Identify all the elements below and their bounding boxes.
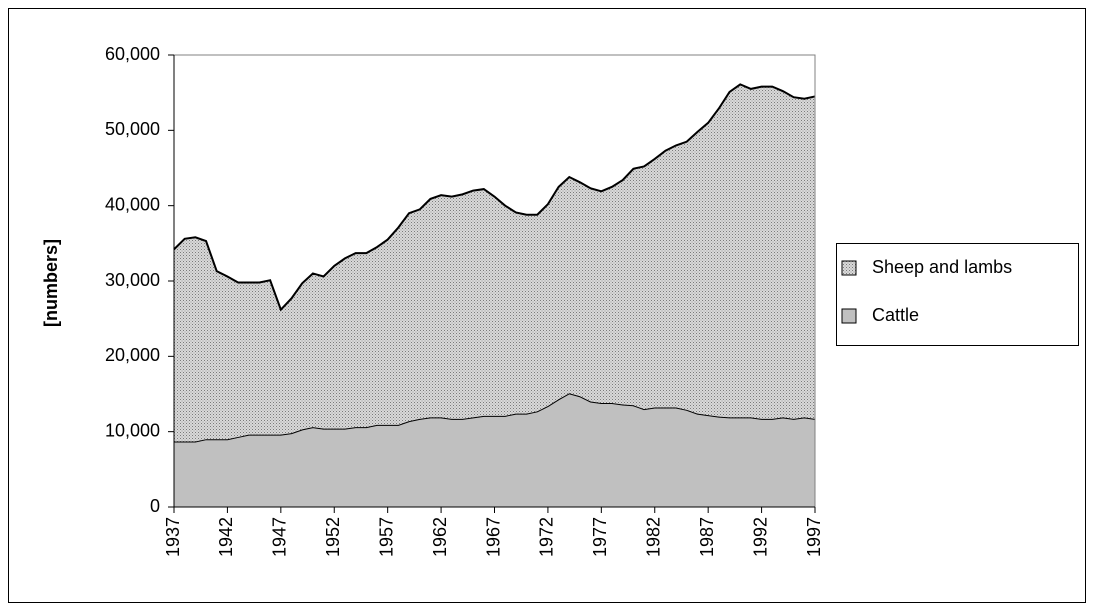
y-tick-label: 0 [150, 496, 160, 516]
area [174, 84, 815, 442]
y-tick-label: 30,000 [105, 270, 160, 290]
x-tick-label: 1942 [216, 517, 236, 557]
legend-swatch [841, 308, 857, 324]
x-tick-label: 1967 [483, 517, 503, 557]
x-tick-label: 1992 [750, 517, 770, 557]
x-tick-label: 1952 [323, 517, 343, 557]
y-tick-label: 50,000 [105, 119, 160, 139]
x-tick-label: 1937 [163, 517, 183, 557]
y-tick-label: 10,000 [105, 420, 160, 440]
y-tick-label: 20,000 [105, 345, 160, 365]
y-tick-label: 40,000 [105, 194, 160, 214]
x-tick-label: 1972 [537, 517, 557, 557]
x-tick-label: 1987 [697, 517, 717, 557]
y-tick-label: 60,000 [105, 44, 160, 64]
x-tick-label: 1982 [644, 517, 664, 557]
y-axis-label: [numbers] [41, 239, 61, 327]
legend-box [836, 243, 1079, 346]
x-tick-label: 1977 [590, 517, 610, 557]
x-tick-label: 1957 [376, 517, 396, 557]
x-tick-label: 1997 [804, 517, 824, 557]
x-tick-label: 1962 [430, 517, 450, 557]
legend-swatch [841, 260, 857, 276]
legend-label: Cattle [872, 305, 919, 325]
legend-label: Sheep and lambs [872, 257, 1012, 277]
x-tick-label: 1947 [270, 517, 290, 557]
area [174, 393, 815, 507]
plot-frame [174, 54, 816, 507]
area-line [173, 83, 816, 312]
